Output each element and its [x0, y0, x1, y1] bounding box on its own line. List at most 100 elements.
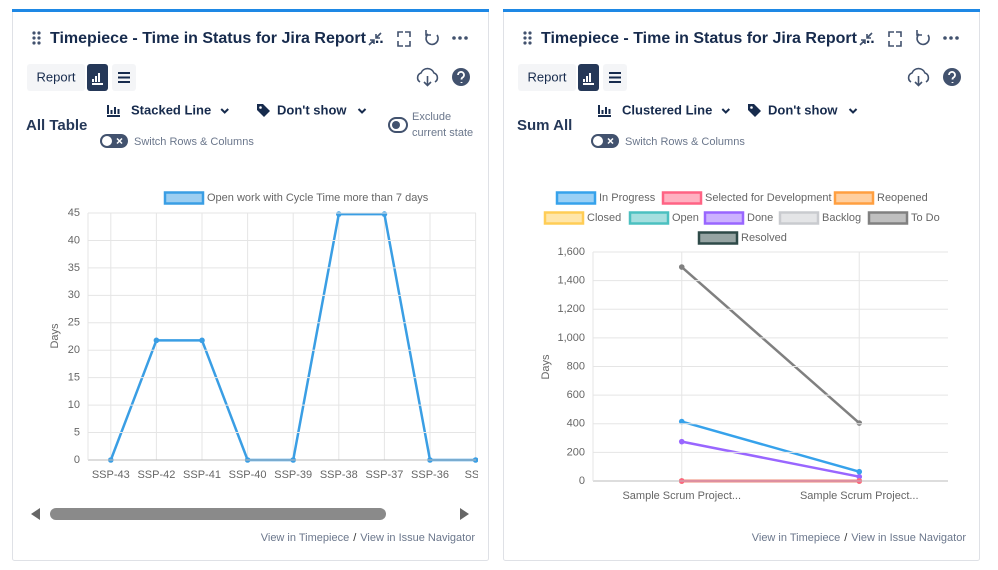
footer-link[interactable]: View in Issue Navigator	[851, 532, 966, 544]
legend-swatch[interactable]	[163, 191, 205, 205]
report-button[interactable]	[518, 64, 576, 91]
exclude-knob	[392, 121, 400, 129]
legend-label[interactable]: Done	[747, 212, 773, 224]
collapse-icon[interactable]	[368, 32, 382, 46]
legend-swatch[interactable]	[555, 191, 597, 205]
panel: Timepiece - Time in Status for Jira Repo…	[12, 9, 489, 561]
legend-label[interactable]: Reopened	[877, 192, 928, 204]
chart-view-button[interactable]	[578, 64, 599, 91]
series-line	[680, 266, 861, 424]
legend-label[interactable]: Resolved	[741, 232, 787, 244]
download-icon[interactable]	[907, 67, 930, 87]
view-name: Sum All	[517, 117, 572, 134]
dropdown-caret	[357, 108, 367, 114]
download-icon[interactable]	[416, 67, 439, 87]
collapse-icon[interactable]	[859, 32, 873, 46]
help-icon[interactable]	[452, 68, 470, 86]
y-tick-label: 40	[68, 234, 80, 246]
y-tick-label: 10	[68, 399, 80, 411]
panel-title: Timepiece - Time in Status for Jira Repo…	[541, 30, 875, 47]
data-point	[153, 337, 160, 344]
y-tick-label: 20	[68, 344, 80, 356]
legend-swatch[interactable]	[833, 191, 875, 205]
more-dot[interactable]	[464, 36, 468, 40]
legend-swatch[interactable]	[697, 231, 739, 245]
chart-view-button[interactable]	[87, 64, 108, 91]
y-tick-label: 35	[68, 262, 80, 274]
footer-link[interactable]: View in Timepiece	[752, 532, 840, 544]
legend-label[interactable]: Open	[672, 212, 699, 224]
dropdown-caret	[848, 108, 858, 114]
refresh-icon[interactable]	[916, 30, 930, 46]
fullscreen-icon[interactable]	[888, 31, 902, 47]
legend-swatch[interactable]	[703, 211, 745, 225]
exclude-label: current state	[412, 127, 473, 139]
report-button[interactable]	[27, 64, 85, 91]
data-point	[856, 468, 863, 475]
drag-dot	[528, 41, 532, 45]
exclude-label: Exclude	[412, 111, 451, 123]
drag-dot	[528, 31, 532, 35]
drag-dot	[37, 31, 41, 35]
legend-label[interactable]: Open work with Cycle Time more than 7 da…	[207, 192, 429, 204]
y-tick-label: 45	[68, 207, 80, 219]
data-point	[336, 211, 342, 217]
drag-dot	[523, 31, 527, 35]
table-view-icon	[118, 72, 130, 83]
fullscreen-icon[interactable]	[397, 31, 411, 47]
switch-label: Switch Rows & Columns	[625, 136, 745, 148]
label-tag-hole	[259, 106, 262, 109]
x-tick-label: SSP-39	[274, 469, 312, 481]
label-option-dropdown[interactable]: Don't show	[768, 102, 838, 117]
chart-type-icon	[598, 105, 611, 117]
y-tick-label: 0	[579, 475, 585, 487]
y-tick-label: 1,600	[557, 246, 585, 258]
legend-label[interactable]: Selected for Development	[705, 192, 832, 204]
y-tick-label: 800	[567, 360, 585, 372]
scroll-right[interactable]	[460, 508, 469, 520]
x-tick-label: Sample Scrum Project...	[800, 490, 919, 502]
legend-label[interactable]: To Do	[911, 212, 940, 224]
chart-type-dropdown[interactable]: Clustered Line	[622, 102, 712, 117]
legend-swatch[interactable]	[778, 211, 820, 225]
more-dot[interactable]	[943, 36, 947, 40]
help-icon[interactable]	[943, 68, 961, 86]
refresh-icon[interactable]	[425, 30, 439, 46]
label-option-dropdown[interactable]: Don't show	[277, 102, 347, 117]
footer-link[interactable]: View in Issue Navigator	[360, 532, 475, 544]
help-glyph	[457, 71, 465, 83]
legend-swatch[interactable]	[543, 211, 585, 225]
y-tick-label: 1,400	[557, 275, 585, 287]
more-dot[interactable]	[452, 36, 456, 40]
drag-handle[interactable]	[523, 31, 532, 45]
report-button-label: Report	[36, 69, 75, 84]
legend-swatch[interactable]	[628, 211, 670, 225]
help-glyph	[948, 71, 956, 83]
legend-label[interactable]: Backlog	[822, 212, 861, 224]
drag-dot	[528, 36, 532, 40]
x-tick-label: SSP-41	[183, 469, 221, 481]
scroll-left[interactable]	[31, 508, 40, 520]
table-view-icon	[609, 72, 621, 83]
more-dot[interactable]	[955, 36, 959, 40]
y-axis-label: Days	[540, 354, 552, 380]
panel-top-border	[503, 9, 980, 12]
legend-label[interactable]: Closed	[587, 212, 621, 224]
y-tick-label: 25	[68, 317, 80, 329]
footer-link[interactable]: View in Timepiece	[261, 532, 349, 544]
x-tick-label: SSP-42	[137, 469, 175, 481]
legend-label[interactable]: In Progress	[599, 192, 656, 204]
scroll-thumb[interactable]	[50, 508, 386, 520]
series-line	[681, 440, 860, 478]
more-dot[interactable]	[458, 36, 462, 40]
more-dot[interactable]	[949, 36, 953, 40]
switch-label: Switch Rows & Columns	[134, 136, 254, 148]
y-axis-label: Days	[49, 323, 61, 349]
chart-type-dropdown[interactable]: Stacked Line	[131, 102, 211, 117]
legend-swatch[interactable]	[661, 191, 703, 205]
drag-handle[interactable]	[32, 31, 41, 45]
legend-swatch[interactable]	[867, 211, 909, 225]
label-tag-hole	[750, 106, 753, 109]
y-tick-label: 1,200	[557, 303, 585, 315]
